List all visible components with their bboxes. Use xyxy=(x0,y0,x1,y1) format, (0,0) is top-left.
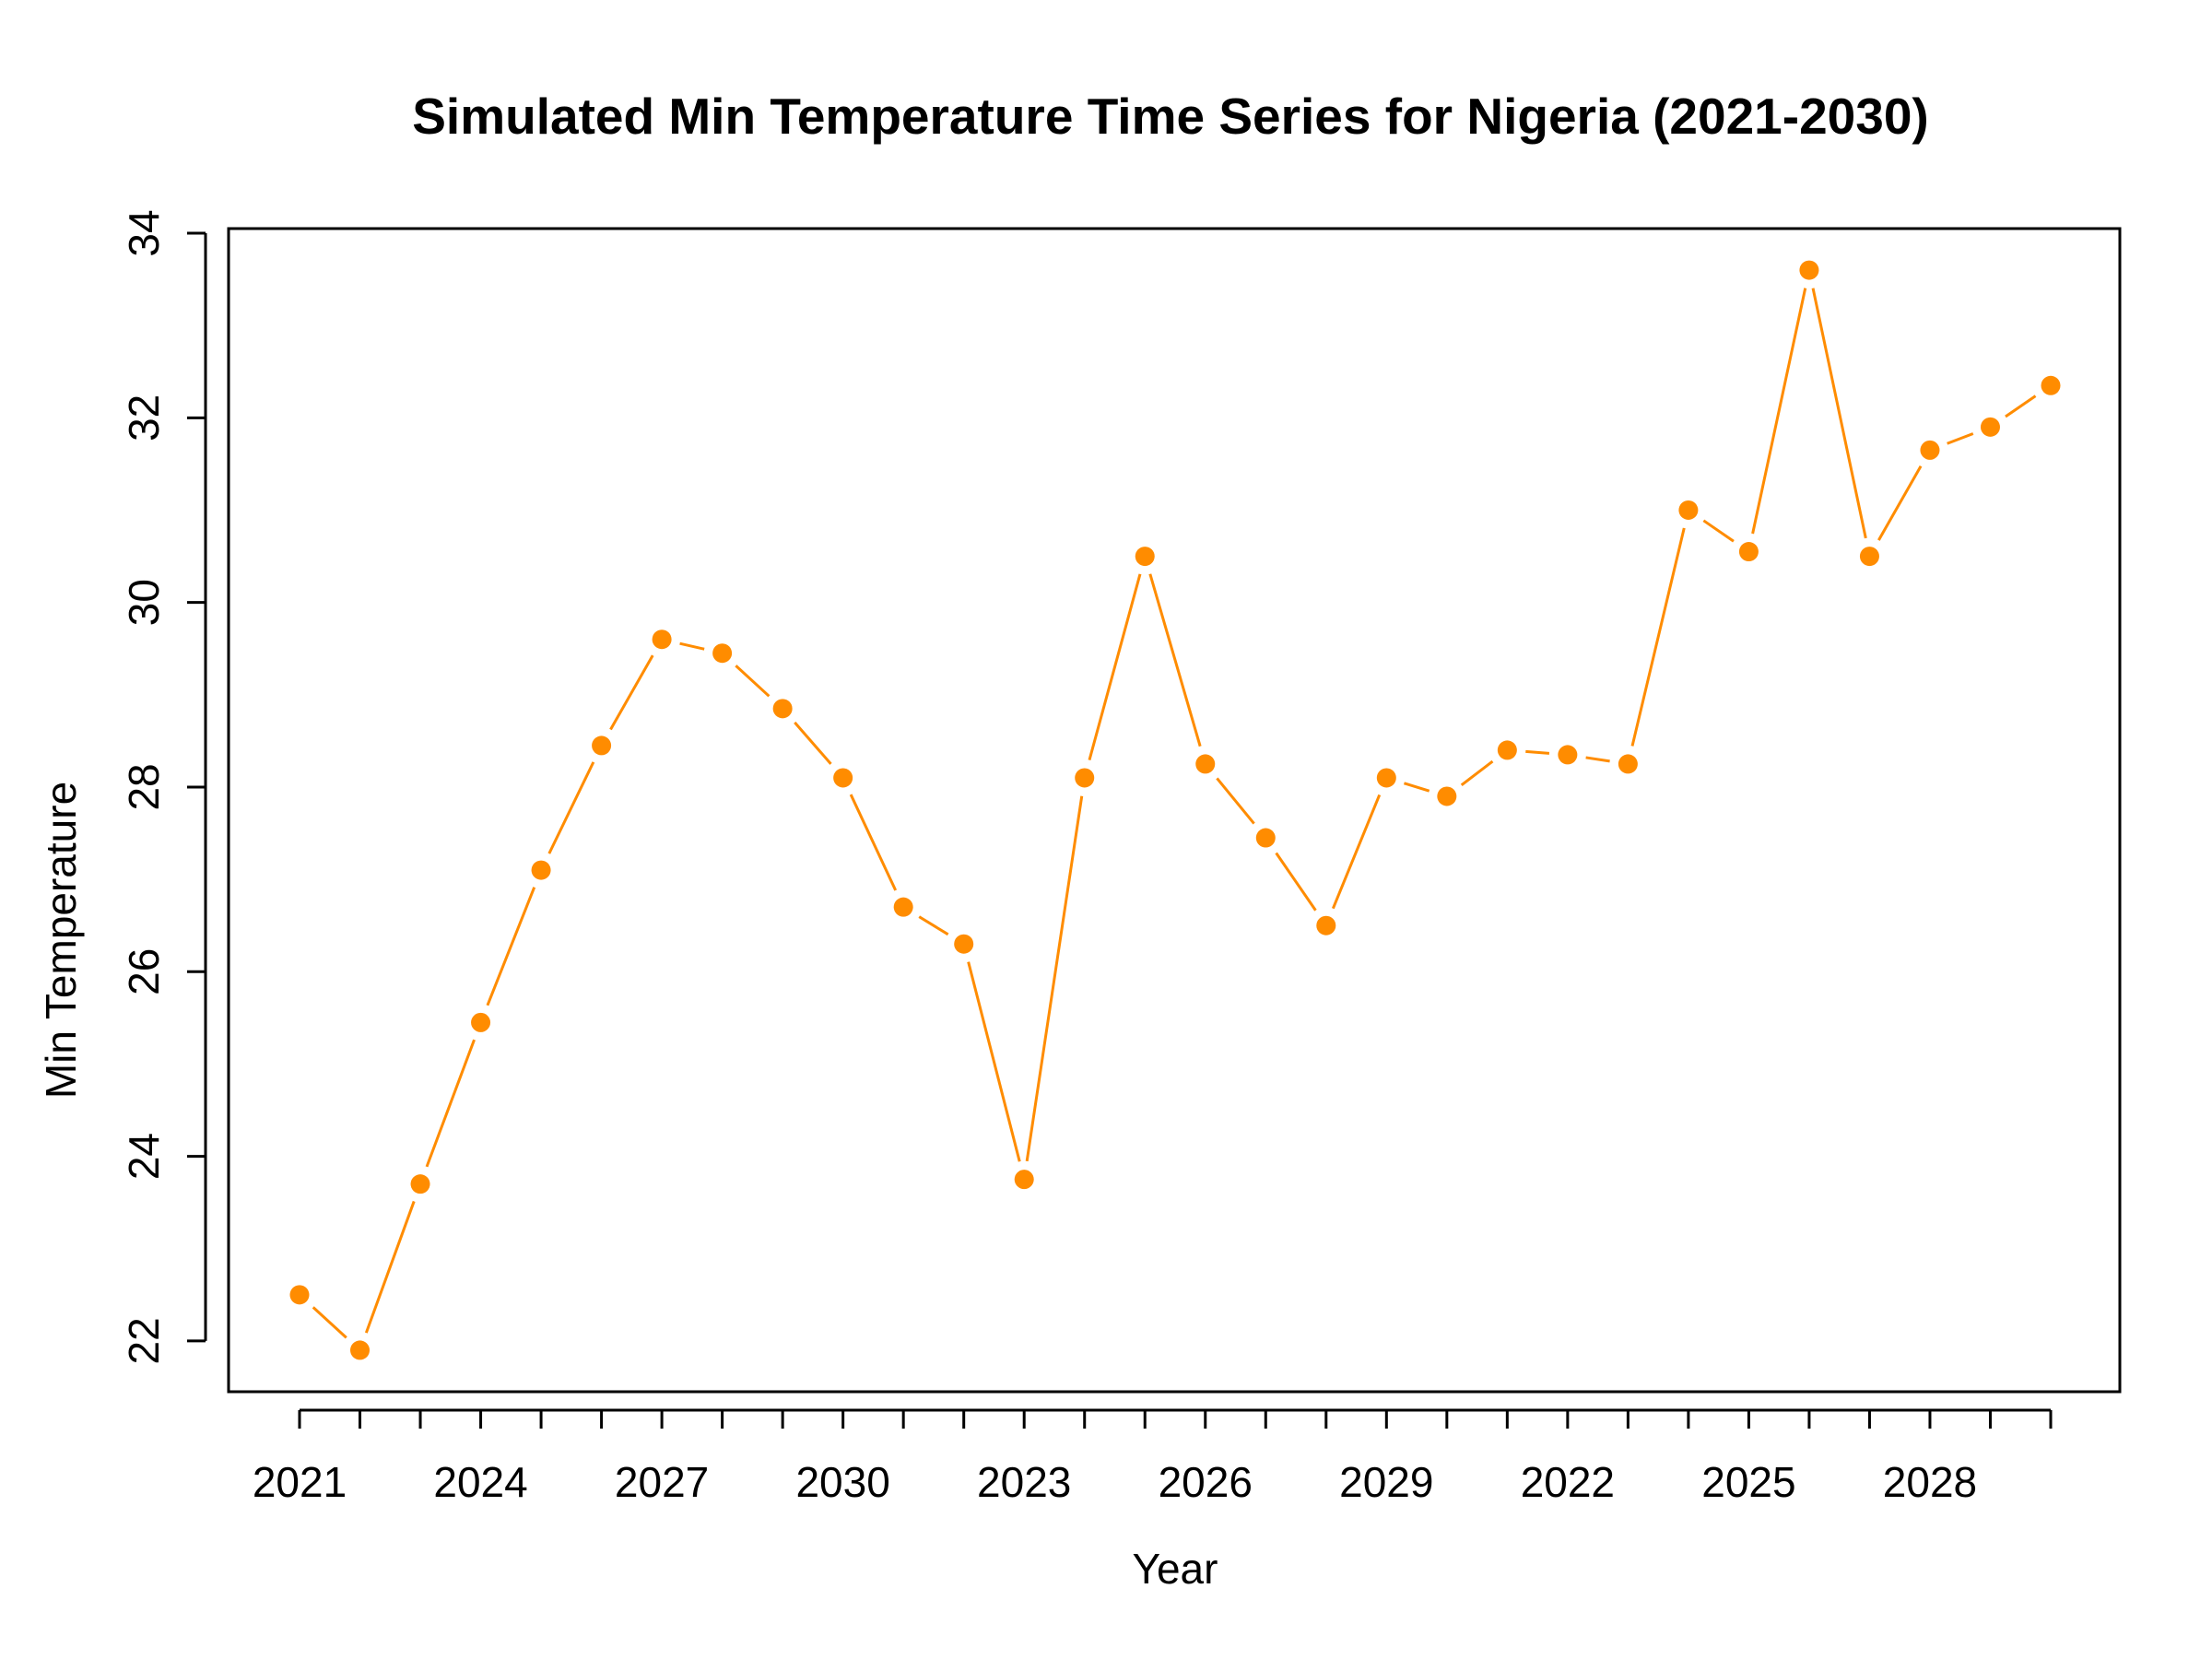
line-segment xyxy=(1088,573,1142,761)
y-axis-label: Min Temperature xyxy=(37,782,85,1099)
x-tick-label: 2021 xyxy=(253,1458,347,1506)
data-point xyxy=(1859,547,1879,567)
line-segment xyxy=(918,915,949,936)
line-segment xyxy=(1585,756,1610,763)
line-segment xyxy=(2005,394,2037,418)
data-point xyxy=(1255,828,1276,848)
x-tick-label: 2030 xyxy=(795,1458,889,1506)
data-point xyxy=(1738,542,1759,562)
x-tick-label: 2027 xyxy=(615,1458,709,1506)
line-segment xyxy=(1460,759,1494,787)
line-segment xyxy=(1275,852,1317,912)
series-points xyxy=(289,260,2061,1360)
data-point xyxy=(1316,915,1336,935)
x-axis: 2021 2024 2027 2030 2023 2026 2029 2022 2025 2028 xyxy=(253,1408,2053,1506)
line-segment xyxy=(1403,782,1430,793)
y-tick-label: 30 xyxy=(120,579,168,626)
line-segment xyxy=(1947,432,1974,445)
line-segment xyxy=(794,721,832,765)
data-point xyxy=(1497,740,1517,760)
data-point xyxy=(772,699,793,719)
y-axis: 22 24 26 28 30 32 34 xyxy=(120,209,207,1364)
x-tick-label: 2026 xyxy=(1159,1458,1253,1506)
x-tick-label: 2029 xyxy=(1339,1458,1433,1506)
y-tick-label: 32 xyxy=(120,394,168,441)
data-point xyxy=(1135,547,1155,567)
x-tick-label: 2023 xyxy=(977,1458,1071,1506)
y-tick-label: 28 xyxy=(120,763,168,810)
x-tick-label: 2024 xyxy=(433,1458,527,1506)
chart-title: Simulated Min Temperature Time Series fo… xyxy=(412,88,1929,145)
line-segment xyxy=(1216,777,1255,825)
data-point xyxy=(410,1174,430,1194)
series-line xyxy=(312,288,2037,1339)
data-point xyxy=(2041,375,2061,395)
x-tick-label: 2025 xyxy=(1701,1458,1795,1506)
line-segment xyxy=(1877,465,1923,541)
data-point xyxy=(712,643,733,664)
line-segment xyxy=(1630,527,1686,747)
data-point xyxy=(652,629,672,650)
line-segment xyxy=(1148,573,1202,747)
line-segment xyxy=(1025,795,1084,1162)
line-segment xyxy=(1751,288,1807,535)
plot-frame xyxy=(227,227,2122,1394)
x-tick-label: 2028 xyxy=(1883,1458,1977,1506)
data-point xyxy=(1980,417,2000,437)
data-point xyxy=(1799,260,1819,280)
line-segment xyxy=(1811,288,1867,539)
y-tick-label: 22 xyxy=(120,1317,168,1364)
y-tick-label: 26 xyxy=(120,948,168,995)
data-point xyxy=(954,934,974,954)
line-segment xyxy=(849,794,898,891)
x-axis-label: Year xyxy=(1133,1545,1218,1593)
line-segment xyxy=(486,887,536,1006)
data-point xyxy=(1920,440,1940,460)
data-point xyxy=(1195,754,1216,774)
line-segment xyxy=(735,665,771,698)
data-point xyxy=(1075,768,1095,788)
data-point xyxy=(1678,500,1699,520)
y-tick-label: 34 xyxy=(120,209,168,256)
line-segment xyxy=(312,1306,347,1339)
data-point xyxy=(1376,768,1396,788)
line-segment xyxy=(425,1039,476,1168)
line-segment xyxy=(1525,749,1550,755)
line-segment xyxy=(609,654,654,731)
data-point xyxy=(833,768,853,788)
y-tick-label: 24 xyxy=(120,1133,168,1180)
line-segment xyxy=(547,761,595,854)
data-point xyxy=(531,860,551,880)
line-segment xyxy=(1702,519,1735,543)
data-point xyxy=(471,1012,491,1032)
data-point xyxy=(1558,745,1578,765)
line-segment xyxy=(679,641,705,651)
line-segment xyxy=(364,1200,416,1334)
data-point xyxy=(1437,786,1457,806)
data-point xyxy=(289,1285,310,1305)
data-point xyxy=(1618,754,1638,774)
data-point xyxy=(893,897,913,917)
data-point xyxy=(1014,1170,1034,1190)
data-point xyxy=(592,735,612,756)
x-tick-label: 2022 xyxy=(1521,1458,1615,1506)
line-segment xyxy=(967,961,1021,1162)
data-point xyxy=(350,1340,371,1360)
line-segment xyxy=(1331,794,1382,910)
